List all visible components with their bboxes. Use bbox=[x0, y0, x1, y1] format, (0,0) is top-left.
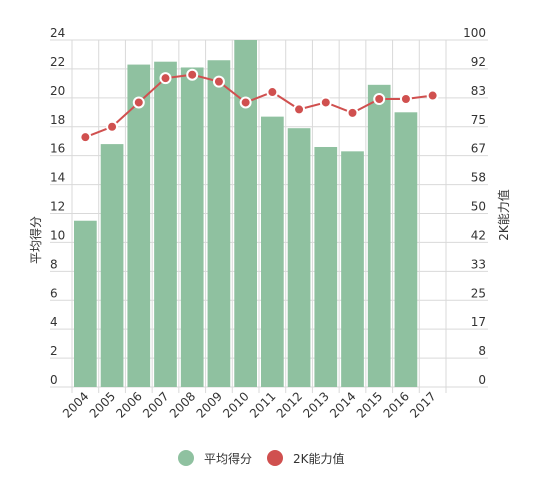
x-tick-label: 2011 bbox=[247, 389, 278, 420]
left-tick-label: 14 bbox=[50, 171, 65, 185]
right-tick-label: 0 bbox=[478, 373, 486, 387]
right-tick-label: 33 bbox=[471, 257, 486, 271]
x-tick-label: 2009 bbox=[194, 389, 225, 420]
line-point-2005[interactable] bbox=[106, 120, 119, 133]
legend-label-line: 2K能力值 bbox=[293, 451, 345, 466]
legend-item-bar[interactable]: 平均得分 bbox=[178, 450, 252, 466]
bar-series bbox=[74, 40, 418, 388]
right-axis-title: 2K能力值 bbox=[496, 189, 511, 241]
bar-2007[interactable] bbox=[154, 61, 177, 387]
bar-2014[interactable] bbox=[341, 151, 364, 387]
line-point-2008[interactable] bbox=[186, 68, 199, 81]
right-tick-label: 75 bbox=[471, 113, 486, 127]
line-point-2009[interactable] bbox=[212, 75, 225, 88]
line-point-2006[interactable] bbox=[132, 96, 145, 109]
line-point-2012[interactable] bbox=[293, 103, 306, 116]
x-tick-label: 2008 bbox=[167, 389, 198, 420]
left-axis-title: 平均得分 bbox=[28, 216, 43, 264]
line-point-2011[interactable] bbox=[266, 86, 279, 99]
line-point-2010[interactable] bbox=[239, 96, 252, 109]
bar-2016[interactable] bbox=[394, 112, 418, 388]
right-tick-label: 100 bbox=[463, 26, 486, 40]
left-tick-label: 16 bbox=[50, 142, 65, 156]
bar-2012[interactable] bbox=[287, 128, 311, 387]
left-tick-label: 8 bbox=[50, 257, 58, 271]
x-tick-label: 2014 bbox=[327, 389, 358, 420]
x-tick-label: 2006 bbox=[113, 389, 144, 420]
left-tick-label: 2 bbox=[50, 344, 58, 358]
right-tick-label: 25 bbox=[471, 286, 486, 300]
bar-2015[interactable] bbox=[367, 84, 391, 387]
bar-2004[interactable] bbox=[74, 220, 97, 387]
x-tick-label: 2005 bbox=[87, 389, 118, 420]
line-point-2013[interactable] bbox=[319, 96, 332, 109]
x-tick-label: 2015 bbox=[354, 389, 385, 420]
left-tick-label: 6 bbox=[50, 286, 58, 300]
right-tick-label: 17 bbox=[471, 315, 486, 329]
x-tick-label: 2007 bbox=[140, 389, 171, 420]
legend-item-line[interactable]: 2K能力值 bbox=[267, 450, 345, 466]
left-tick-label: 4 bbox=[50, 315, 58, 329]
x-tick-label: 2017 bbox=[407, 389, 438, 420]
left-tick-label: 0 bbox=[50, 373, 58, 387]
left-tick-label: 12 bbox=[50, 200, 65, 214]
left-tick-label: 18 bbox=[50, 113, 65, 127]
x-tick-label: 2012 bbox=[274, 389, 305, 420]
line-point-2015[interactable] bbox=[373, 92, 386, 105]
bar-2013[interactable] bbox=[314, 146, 338, 387]
bar-2006[interactable] bbox=[127, 64, 151, 388]
legend-label-bar: 平均得分 bbox=[204, 451, 252, 466]
x-tick-label: 2010 bbox=[220, 389, 251, 420]
right-tick-label: 67 bbox=[471, 142, 486, 156]
line-point-2017[interactable] bbox=[426, 89, 439, 102]
bar-2011[interactable] bbox=[261, 116, 284, 388]
right-axis-ticks: 0 8 17 25 33 42 50 58 67 75 83 92 100 bbox=[463, 26, 486, 387]
legend-marker-bar bbox=[178, 450, 194, 466]
left-tick-label: 22 bbox=[50, 55, 65, 69]
bar-2009[interactable] bbox=[207, 60, 231, 387]
legend: 平均得分 2K能力值 bbox=[178, 450, 345, 466]
line-point-2004[interactable] bbox=[79, 131, 92, 144]
bar-2008[interactable] bbox=[180, 67, 204, 388]
left-tick-label: 20 bbox=[50, 84, 65, 98]
right-tick-label: 92 bbox=[471, 55, 486, 69]
right-tick-label: 50 bbox=[471, 200, 486, 214]
line-series bbox=[79, 68, 439, 144]
left-tick-label: 10 bbox=[50, 228, 65, 242]
bar-2005[interactable] bbox=[100, 144, 124, 387]
line-point-2007[interactable] bbox=[159, 72, 172, 85]
line-point-2016[interactable] bbox=[399, 92, 412, 105]
right-tick-label: 83 bbox=[471, 84, 486, 98]
x-tick-label: 2013 bbox=[300, 389, 331, 420]
x-tick-label: 2004 bbox=[60, 389, 91, 420]
x-tick-label: 2016 bbox=[381, 389, 412, 420]
legend-marker-line bbox=[267, 450, 283, 466]
right-tick-label: 8 bbox=[478, 344, 486, 358]
x-axis-ticks: 2004200520062007200820092010201120122013… bbox=[60, 389, 439, 420]
bar-2010[interactable] bbox=[234, 40, 257, 387]
right-tick-label: 42 bbox=[471, 228, 486, 242]
line-point-2014[interactable] bbox=[346, 106, 359, 119]
left-tick-label: 24 bbox=[50, 26, 65, 40]
right-tick-label: 58 bbox=[471, 171, 486, 185]
